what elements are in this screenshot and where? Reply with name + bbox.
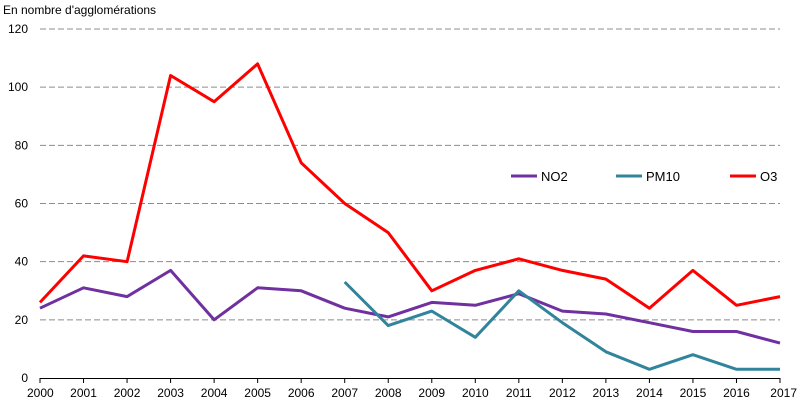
x-tick-label: 2004 [201, 386, 228, 400]
x-tick-label: 2015 [680, 386, 707, 400]
y-axis-label: En nombre d'agglomérations [3, 3, 156, 17]
y-tick-label: 20 [15, 313, 29, 327]
y-tick-label: 60 [15, 197, 29, 211]
legend-label-o3: O3 [760, 169, 777, 184]
x-tick-label: 2009 [418, 386, 445, 400]
series-line-pm10 [343, 280, 780, 371]
legend-label-pm10: PM10 [646, 169, 680, 184]
x-tick-label: 2013 [593, 386, 620, 400]
x-tick-label: 2005 [244, 386, 271, 400]
x-tick-label: 2002 [114, 386, 141, 400]
x-tick-label: 2011 [506, 386, 532, 400]
x-tick-label: 2003 [157, 386, 184, 400]
x-tick-label: 2014 [636, 386, 663, 400]
x-tick-label: 2016 [723, 386, 750, 400]
series-lines [38, 62, 781, 371]
y-tick-label: 100 [8, 80, 28, 94]
y-tick-label: 40 [15, 255, 29, 269]
series-line-no2 [39, 268, 781, 345]
x-tick-label: 2008 [375, 386, 402, 400]
legend-label-no2: NO2 [541, 169, 568, 184]
x-tick-label: 2001 [70, 386, 97, 400]
x-tick-label: 2006 [288, 386, 315, 400]
y-tick-label: 0 [21, 371, 28, 385]
x-tick-label: 2012 [549, 386, 576, 400]
y-tick-label: 80 [15, 138, 29, 152]
x-axis: 2000 2001 2002 2003 2004 2005 2006 2007 2008 2009… [27, 378, 797, 400]
x-tick-label: 2017 [770, 386, 797, 400]
x-tick-label: 2007 [331, 386, 358, 400]
y-tick-label: 120 [8, 22, 28, 36]
x-tick-label: 2000 [27, 386, 54, 400]
y-axis-ticks: 0 20 40 60 80 100 120 [8, 22, 28, 385]
legend: NO2 PM10 O3 [511, 169, 777, 184]
series-line-o3 [38, 62, 781, 310]
x-tick-label: 2010 [462, 386, 489, 400]
